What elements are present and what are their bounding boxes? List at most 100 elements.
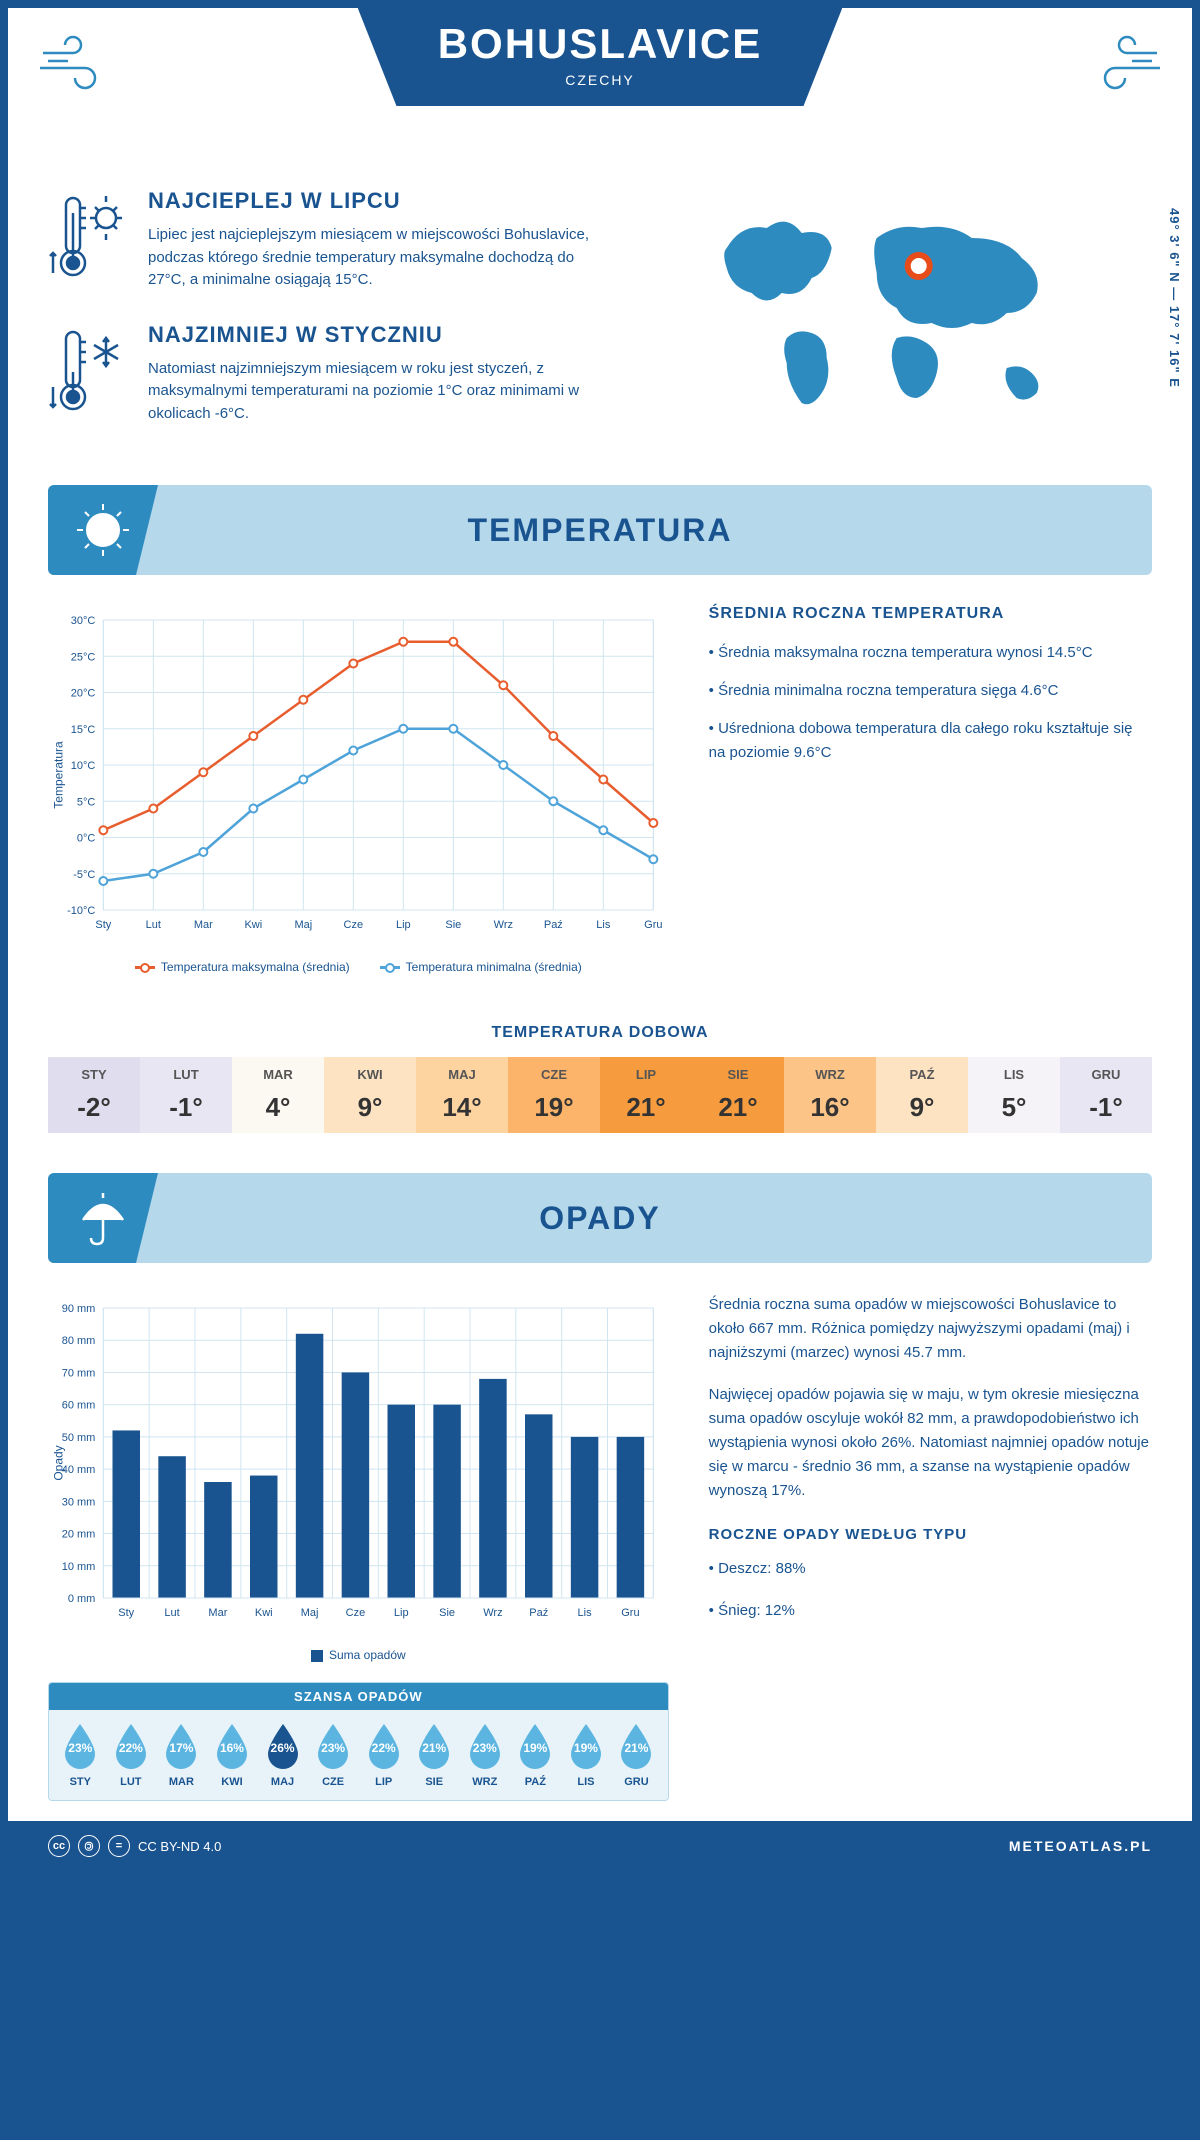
precip-section-header: OPADY <box>48 1173 1152 1263</box>
svg-text:Paź: Paź <box>544 919 563 931</box>
svg-text:10 mm: 10 mm <box>62 1561 96 1573</box>
chance-cell: 23%CZE <box>308 1722 359 1788</box>
sun-icon <box>48 485 158 575</box>
wind-deco-icon <box>1082 33 1162 105</box>
svg-text:Kwi: Kwi <box>255 1607 273 1619</box>
drop-icon: 19% <box>567 1722 605 1770</box>
svg-text:Sty: Sty <box>95 919 111 931</box>
temp-info-title: ŚREDNIA ROCZNA TEMPERATURA <box>709 605 1152 623</box>
umbrella-icon <box>48 1173 158 1263</box>
svg-text:20°C: 20°C <box>71 688 96 700</box>
svg-text:Lis: Lis <box>578 1607 593 1619</box>
drop-icon: 22% <box>112 1722 150 1770</box>
svg-text:Opady: Opady <box>51 1445 65 1480</box>
daily-cell: CZE19° <box>508 1057 600 1133</box>
chance-cell: 21%GRU <box>611 1722 662 1788</box>
nd-icon: = <box>108 1835 130 1857</box>
chance-cell: 22%LUT <box>106 1722 157 1788</box>
cc-icon: cc <box>48 1835 70 1857</box>
footer: cc 🄯 = CC BY-ND 4.0 METEOATLAS.PL <box>8 1821 1192 1871</box>
coordinates: 49° 3' 6" N — 17° 7' 16" E <box>1167 208 1182 388</box>
drop-icon: 23% <box>61 1722 99 1770</box>
daily-cell: GRU-1° <box>1060 1057 1152 1133</box>
svg-text:0°C: 0°C <box>77 833 96 845</box>
daily-temp-row: STY-2°LUT-1°MAR4°KWI9°MAJ14°CZE19°LIP21°… <box>48 1057 1152 1133</box>
svg-text:5°C: 5°C <box>77 796 96 808</box>
svg-text:Lut: Lut <box>146 919 161 931</box>
svg-text:60 mm: 60 mm <box>62 1400 96 1412</box>
daily-cell: MAJ14° <box>416 1057 508 1133</box>
city-title: BOHUSLAVICE <box>438 20 763 68</box>
svg-text:10°C: 10°C <box>71 760 96 772</box>
svg-text:Wrz: Wrz <box>483 1607 502 1619</box>
intro-section: NAJCIEPLEJ W LIPCU Lipiec jest najcieple… <box>8 188 1192 485</box>
svg-text:Sie: Sie <box>445 919 461 931</box>
precip-text: Najwięcej opadów pojawia się w maju, w t… <box>709 1383 1152 1503</box>
svg-text:Lis: Lis <box>596 919 611 931</box>
svg-text:Lip: Lip <box>394 1607 409 1619</box>
drop-icon: 23% <box>466 1722 504 1770</box>
cold-text: Natomiast najzimniejszym miesiącem w rok… <box>148 358 611 426</box>
chance-cell: 22%LIP <box>358 1722 409 1788</box>
wind-deco-icon <box>38 33 118 105</box>
svg-text:25°C: 25°C <box>71 651 96 663</box>
chance-title: SZANSA OPADÓW <box>49 1683 668 1710</box>
svg-text:40 mm: 40 mm <box>62 1464 96 1476</box>
drop-icon: 17% <box>162 1722 200 1770</box>
chance-cell: 23%STY <box>55 1722 106 1788</box>
svg-text:15°C: 15°C <box>71 724 96 736</box>
svg-text:Paź: Paź <box>529 1607 548 1619</box>
svg-text:Lut: Lut <box>164 1607 179 1619</box>
daily-cell: LUT-1° <box>140 1057 232 1133</box>
svg-text:Sie: Sie <box>439 1607 455 1619</box>
temp-title: TEMPERATURA <box>468 512 733 549</box>
svg-text:Cze: Cze <box>344 919 364 931</box>
precip-type-title: ROCZNE OPADY WEDŁUG TYPU <box>709 1523 1152 1547</box>
precip-text: Średnia roczna suma opadów w miejscowośc… <box>709 1293 1152 1365</box>
drop-icon: 19% <box>516 1722 554 1770</box>
svg-text:Sty: Sty <box>118 1607 134 1619</box>
chance-cell: 17%MAR <box>156 1722 207 1788</box>
svg-text:Gru: Gru <box>644 919 662 931</box>
daily-temp-title: TEMPERATURA DOBOWA <box>8 1024 1192 1042</box>
cold-block: NAJZIMNIEJ W STYCZNIU Natomiast najzimni… <box>48 322 611 426</box>
legend-min: Temperatura minimalna (średnia) <box>406 960 582 974</box>
temperature-line-chart: -10°C-5°C0°C5°C10°C15°C20°C25°C30°CStyLu… <box>48 605 669 974</box>
drop-icon: 16% <box>213 1722 251 1770</box>
temp-bullet: • Średnia minimalna roczna temperatura s… <box>709 679 1152 703</box>
hot-title: NAJCIEPLEJ W LIPCU <box>148 188 611 214</box>
cold-title: NAJZIMNIEJ W STYCZNIU <box>148 322 611 348</box>
daily-cell: LIS5° <box>968 1057 1060 1133</box>
svg-text:Kwi: Kwi <box>244 919 262 931</box>
legend-precip: Suma opadów <box>329 1648 406 1662</box>
precip-info: Średnia roczna suma opadów w miejscowośc… <box>709 1293 1152 1801</box>
svg-text:Temperatura: Temperatura <box>51 741 65 809</box>
drop-icon: 21% <box>415 1722 453 1770</box>
svg-text:50 mm: 50 mm <box>62 1432 96 1444</box>
svg-text:Lip: Lip <box>396 919 411 931</box>
svg-text:90 mm: 90 mm <box>62 1303 96 1315</box>
svg-text:0 mm: 0 mm <box>68 1593 96 1605</box>
daily-cell: STY-2° <box>48 1057 140 1133</box>
chance-cell: 19%LIS <box>561 1722 612 1788</box>
hot-text: Lipiec jest najcieplejszym miesiącem w m… <box>148 224 611 292</box>
drop-icon: 22% <box>365 1722 403 1770</box>
precip-title: OPADY <box>539 1200 660 1237</box>
daily-cell: KWI9° <box>324 1057 416 1133</box>
site-name: METEOATLAS.PL <box>1009 1838 1152 1854</box>
world-map-icon <box>641 188 1152 448</box>
precip-bar-chart: 0 mm10 mm20 mm30 mm40 mm50 mm60 mm70 mm8… <box>48 1293 669 1801</box>
chance-box: SZANSA OPADÓW 23%STY22%LUT17%MAR16%KWI26… <box>48 1682 669 1801</box>
svg-text:Maj: Maj <box>301 1607 319 1619</box>
svg-text:Maj: Maj <box>294 919 312 931</box>
drop-icon: 21% <box>617 1722 655 1770</box>
svg-text:30 mm: 30 mm <box>62 1496 96 1508</box>
svg-text:Mar: Mar <box>208 1607 227 1619</box>
chance-cell: 16%KWI <box>207 1722 258 1788</box>
temp-bullet: • Uśredniona dobowa temperatura dla całe… <box>709 717 1152 765</box>
svg-text:-5°C: -5°C <box>73 869 95 881</box>
license-text: CC BY-ND 4.0 <box>138 1839 221 1854</box>
header: BOHUSLAVICE CZECHY <box>8 8 1192 188</box>
title-band: BOHUSLAVICE CZECHY <box>358 8 843 106</box>
svg-text:Mar: Mar <box>194 919 213 931</box>
